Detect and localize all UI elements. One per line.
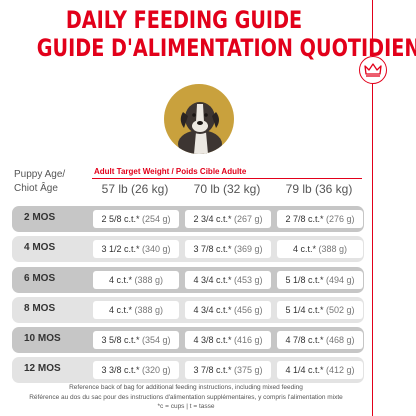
table-cell: 3 5/8 c.t.* (354 g) [93,331,179,349]
row-age: 8 MOS [24,303,56,314]
footnote-english: Reference back of bag for additional fee… [69,384,303,391]
row-age: 12 MOS [24,363,61,374]
table-cell: 3 7/8 c.t.* (375 g) [185,361,271,379]
crown-icon [364,63,382,77]
column-header-57lb: 57 lb (26 kg) [101,182,169,196]
weight-header-underline [92,178,362,179]
column-header-70lb: 70 lb (32 kg) [193,182,261,196]
table-cell: 2 3/4 c.t.* (267 g) [185,210,271,228]
table-row: 2 MOS 2 5/8 c.t.* (254 g) 2 3/4 c.t.* (2… [12,206,364,232]
table-cell: 4 3/4 c.t.* (453 g) [185,271,271,289]
column-header-79lb: 79 lb (36 kg) [285,182,353,196]
table-row: 10 MOS 3 5/8 c.t.* (354 g) 4 3/8 c.t.* (… [12,327,364,353]
brand-side-rail [372,0,373,416]
age-header-french: Chiot Âge [14,183,58,194]
table-cell: 5 1/8 c.t.* (494 g) [277,271,363,289]
row-age: 6 MOS [24,273,56,284]
title-english: DAILY FEEDING GUIDE [65,6,303,34]
row-age: 2 MOS [24,212,56,223]
table-cell: 2 7/8 c.t.* (276 g) [277,210,363,228]
table-row: 12 MOS 3 3/8 c.t.* (320 g) 3 7/8 c.t.* (… [12,357,364,383]
title-french: GUIDE D'ALIMENTATION QUOTIDIEN [36,34,416,62]
table-cell: 4 7/8 c.t.* (468 g) [277,331,363,349]
table-cell: 3 3/8 c.t.* (320 g) [93,361,179,379]
table-cell: 3 7/8 c.t.* (369 g) [185,240,271,258]
table-cell: 4 c.t.* (388 g) [93,301,179,319]
table-row: 6 MOS 4 c.t.* (388 g) 4 3/4 c.t.* (453 g… [12,267,364,293]
table-cell: 4 3/8 c.t.* (416 g) [185,331,271,349]
table-cell: 4 3/4 c.t.* (456 g) [185,301,271,319]
footnote-units: *c = cups | t = tasse [157,403,215,410]
table-cell: 2 5/8 c.t.* (254 g) [93,210,179,228]
puppy-icon [178,102,222,154]
table-cell: 3 1/2 c.t.* (340 g) [93,240,179,258]
table-cell: 5 1/4 c.t.* (502 g) [277,301,363,319]
table-row: 4 MOS 3 1/2 c.t.* (340 g) 3 7/8 c.t.* (3… [12,236,364,262]
row-age: 4 MOS [24,242,56,253]
footnote-french: Référence au dos du sac pour des instruc… [29,394,343,401]
table-cell: 4 c.t.* (388 g) [277,240,363,258]
table-cell: 4 1/4 c.t.* (412 g) [277,361,363,379]
row-age: 10 MOS [24,333,61,344]
puppy-photo [164,84,234,154]
table-row: 8 MOS 4 c.t.* (388 g) 4 3/4 c.t.* (456 g… [12,297,364,323]
brand-logo-badge [359,56,387,84]
weight-header: Adult Target Weight / Poids Cible Adulte [94,167,247,176]
table-cell: 4 c.t.* (388 g) [93,271,179,289]
age-header-english: Puppy Age/ [14,169,66,180]
